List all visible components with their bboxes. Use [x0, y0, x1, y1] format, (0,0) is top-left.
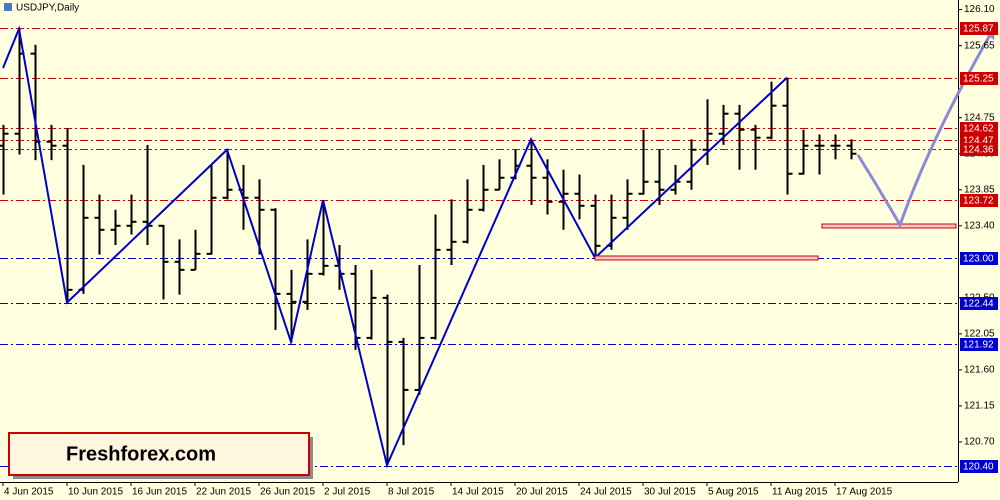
y-tick-label: 125.65	[964, 40, 995, 51]
forecast-arrow	[856, 34, 992, 229]
y-tick-label: 123.40	[964, 220, 995, 231]
level-label-box	[960, 460, 998, 473]
level-label-box	[960, 122, 998, 135]
level-label-box	[960, 143, 998, 156]
x-tick-label: 22 Jun 2015	[196, 487, 251, 498]
axis: 126.10125.65124.75124.30123.85123.40122.…	[2, 4, 998, 498]
support-zone	[594, 255, 819, 261]
x-tick-label: 2 Jul 2015	[324, 487, 371, 498]
y-tick-label: 123.85	[964, 184, 995, 195]
symbol-icon	[4, 3, 12, 11]
level-label-box	[960, 194, 998, 207]
x-tick-label: 8 Jul 2015	[388, 487, 435, 498]
level-label: 121.92	[963, 340, 994, 351]
level-label: 125.87	[963, 24, 994, 35]
level-label-box	[960, 72, 998, 85]
y-tick-label: 121.15	[964, 401, 995, 412]
zigzag	[2, 25, 788, 469]
level-label: 123.00	[963, 254, 994, 265]
x-tick-label: 11 Aug 2015	[772, 487, 828, 498]
x-tick-label: 4 Jun 2015	[4, 487, 54, 498]
x-tick-label: 16 Jun 2015	[132, 487, 187, 498]
level-label-box	[960, 252, 998, 265]
x-tick-label: 5 Aug 2015	[708, 487, 759, 498]
x-tick-label: 26 Jun 2015	[260, 487, 315, 498]
x-tick-label: 17 Aug 2015	[836, 487, 893, 498]
level-label: 122.44	[963, 299, 994, 310]
level-label: 123.72	[963, 196, 994, 207]
level-label: 124.36	[963, 145, 994, 156]
y-tick-label: 124.75	[964, 112, 995, 123]
y-tick-label: 122.05	[964, 329, 995, 340]
logo-box	[8, 432, 310, 476]
x-tick-label: 24 Jul 2015	[580, 487, 632, 498]
level-label: 120.40	[963, 462, 994, 473]
x-tick-label: 10 Jun 2015	[68, 487, 123, 498]
x-tick-label: 30 Jul 2015	[644, 487, 696, 498]
y-tick-label: 121.60	[964, 365, 995, 376]
y-tick-label: 120.70	[964, 437, 995, 448]
level-label: 124.62	[963, 124, 994, 135]
x-tick-label: 20 Jul 2015	[516, 487, 568, 498]
chart-title: USDJPY,Daily	[16, 3, 79, 14]
logo-text: Freshforex.com	[66, 443, 216, 465]
level-label: 125.25	[963, 74, 994, 85]
level-label-box	[960, 338, 998, 351]
bars	[0, 25, 857, 469]
target-zone	[821, 223, 957, 229]
x-tick-label: 14 Jul 2015	[452, 487, 504, 498]
level-label-box	[960, 22, 998, 35]
level-label: 124.47	[963, 136, 994, 147]
y-tick-label: 126.10	[964, 4, 995, 15]
level-label-box	[960, 297, 998, 310]
